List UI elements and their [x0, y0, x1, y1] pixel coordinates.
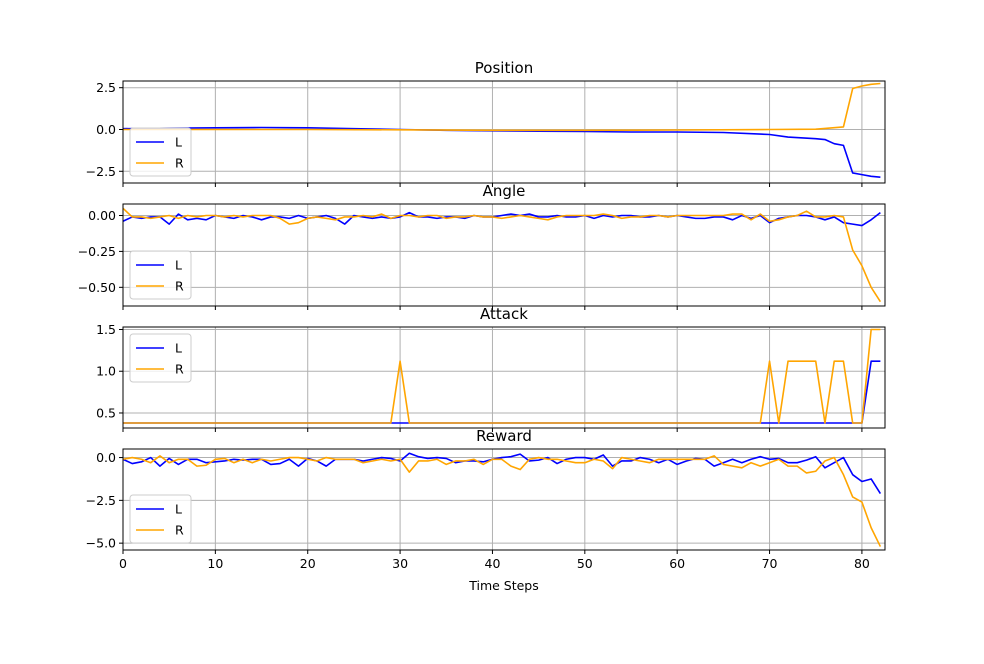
y-tick-label: 2.5 [96, 80, 116, 95]
panel-1: −0.50 −0.25 0.00 Angle LR [78, 182, 886, 310]
axes-frame [122, 326, 886, 429]
panel-2: 0.5 1.0 1.5 Attack LR [96, 305, 886, 432]
legend: LR [129, 494, 192, 544]
legend-box [129, 333, 192, 383]
series-line-L [122, 126, 881, 178]
y-tick-label: −0.50 [78, 280, 116, 295]
y-tick-label: −5.0 [86, 536, 116, 551]
y-tick-label: 1.5 [96, 322, 116, 337]
y-tick-label: 0.0 [96, 450, 116, 465]
legend-box [129, 127, 192, 177]
x-tick-label: 20 [300, 556, 316, 571]
y-tick-label: −2.5 [86, 164, 116, 179]
panel-title: Position [475, 59, 533, 77]
legend: LR [129, 333, 192, 383]
legend-label-R: R [175, 523, 184, 538]
legend: LR [129, 250, 192, 300]
legend-label-L: L [175, 502, 182, 517]
series-line-R [123, 82, 881, 132]
x-tick-label: 60 [669, 556, 685, 571]
legend-label-R: R [175, 279, 184, 294]
x-tick-label: 30 [392, 556, 408, 571]
legend-label-L: L [175, 135, 182, 150]
legend-label-L: L [175, 258, 182, 273]
y-tick-label: 0.00 [88, 208, 116, 223]
legend: LR [129, 127, 192, 177]
panel-3: 0 10 20 30 40 50 60 70 80 −5.0 −2.5 0.0 Reward Time S… [86, 427, 886, 593]
series-line-L [122, 452, 882, 494]
x-tick-label: 70 [762, 556, 778, 571]
series-line-R [123, 328, 881, 424]
legend-label-L: L [175, 341, 182, 356]
legend-label-R: R [175, 362, 184, 377]
y-tick-label: 0.5 [96, 405, 116, 420]
axes-frame [122, 80, 886, 184]
x-tick-label: 80 [854, 556, 870, 571]
x-tick-label: 10 [207, 556, 223, 571]
legend-box [129, 494, 192, 544]
x-tick-label: 0 [119, 556, 127, 571]
panel-title: Reward [476, 427, 532, 445]
y-tick-label: −2.5 [86, 493, 116, 508]
axes-frame [122, 203, 886, 307]
series-line-R [122, 455, 882, 547]
x-tick-label: 40 [485, 556, 501, 571]
legend-label-R: R [175, 156, 184, 171]
panel-title: Angle [483, 182, 526, 200]
panel-0: −2.5 0.0 2.5 Position LR [86, 59, 886, 187]
axes-frame [122, 448, 886, 551]
x-tick-label: 50 [577, 556, 593, 571]
y-tick-label: 0.0 [96, 122, 116, 137]
series-line-L [123, 360, 881, 424]
series-line-R [122, 207, 882, 303]
x-axis-label: Time Steps [468, 578, 539, 593]
y-tick-label: 1.0 [96, 364, 116, 379]
panel-title: Attack [480, 305, 528, 323]
y-tick-label: −0.25 [78, 244, 116, 259]
legend-box [129, 250, 192, 300]
